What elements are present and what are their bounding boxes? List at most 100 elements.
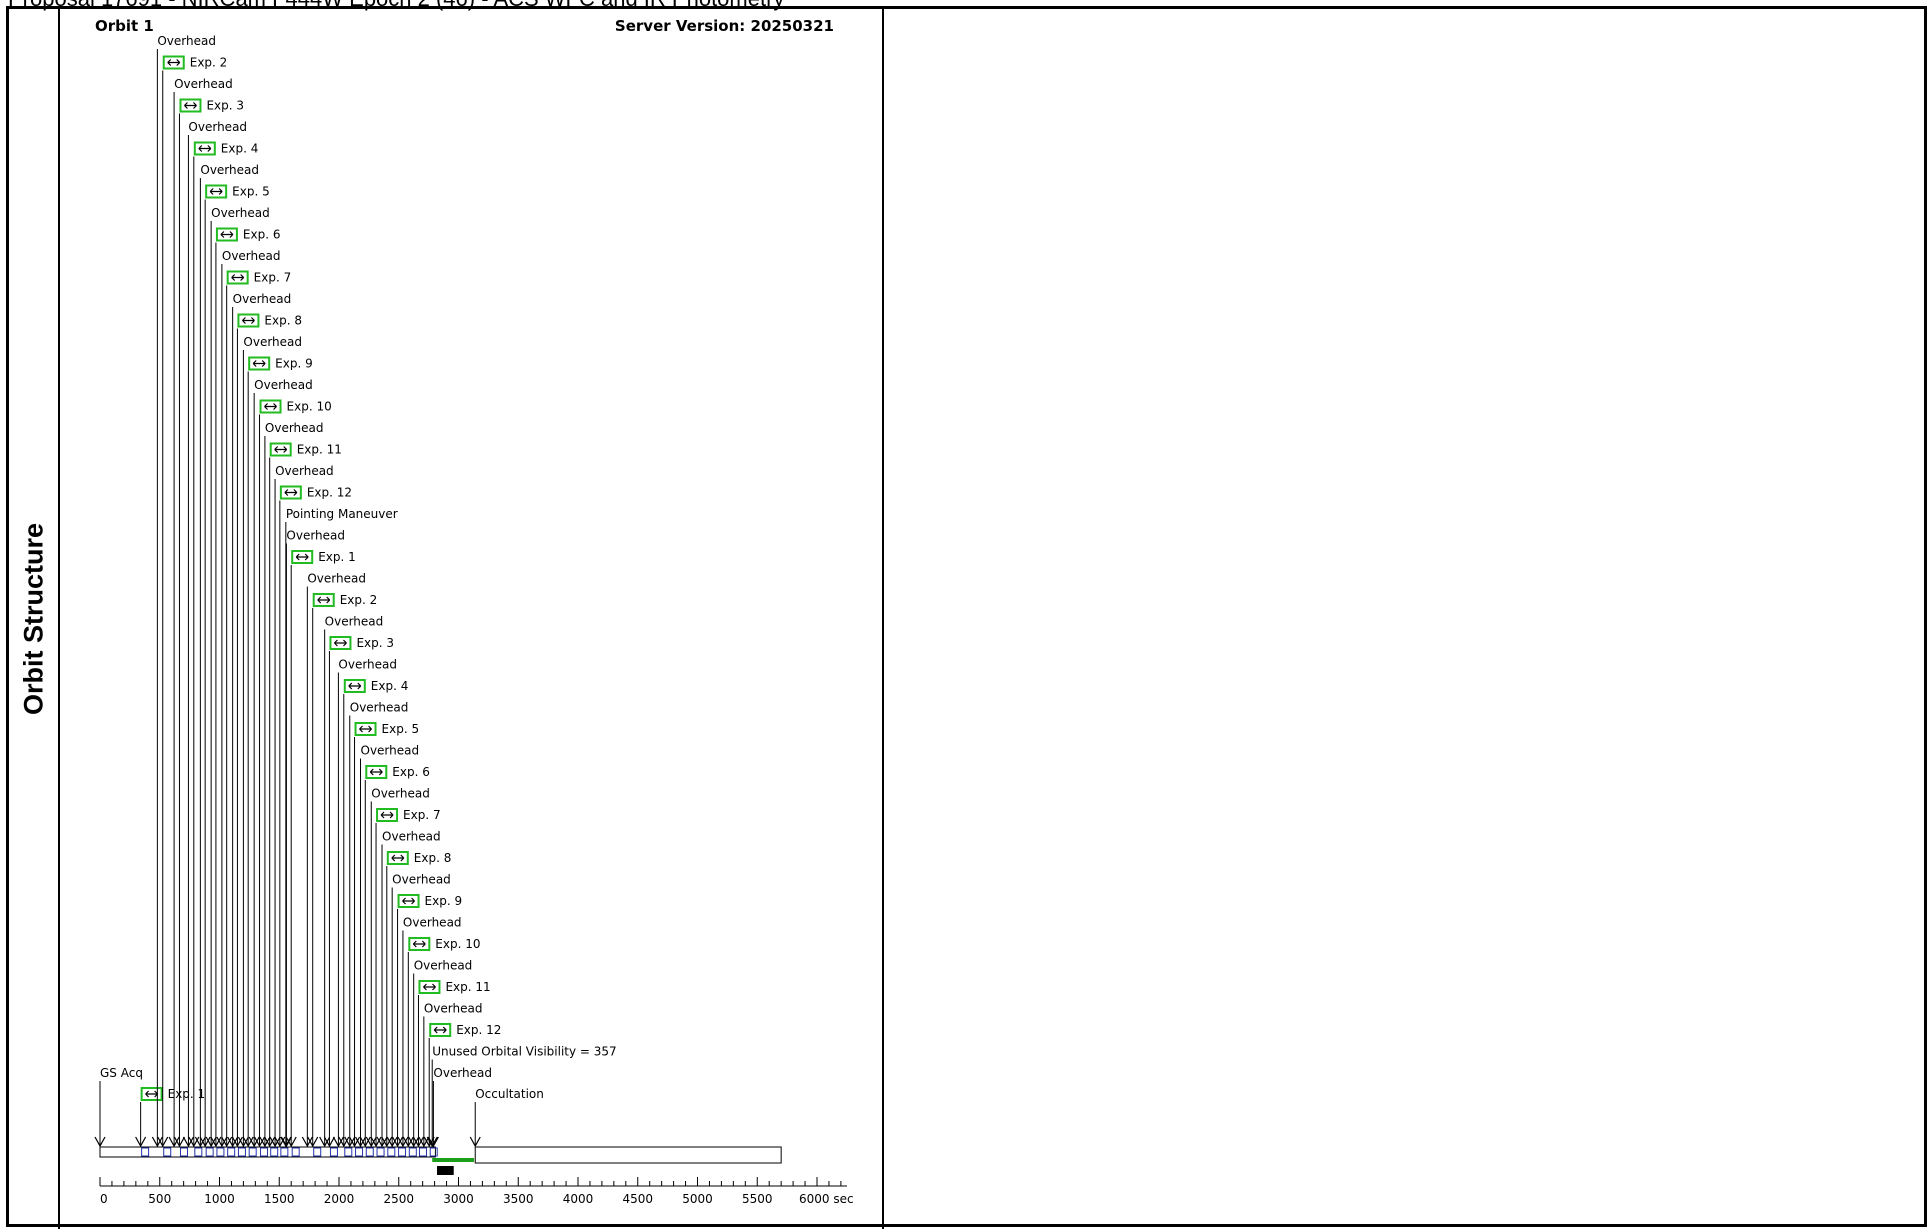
event-arrow <box>344 1136 356 1148</box>
event-label: Overhead <box>392 873 451 887</box>
double-arrow-icon <box>252 360 266 367</box>
event-label: Overhead <box>424 1002 483 1016</box>
event-arrow <box>248 1136 260 1148</box>
event-arrow <box>280 1136 292 1148</box>
double-arrow-icon <box>402 897 415 905</box>
event-label: Exp. 7 <box>403 808 441 822</box>
event-arrow <box>319 1136 331 1148</box>
sidebar: Orbit Structure <box>9 9 60 1229</box>
event-arrow <box>408 1136 420 1148</box>
event-arrow <box>135 1136 147 1148</box>
event-label: Exp. 12 <box>307 486 352 500</box>
event-label: Exp. 6 <box>392 765 430 779</box>
axis-tick-label: 1500 <box>264 1192 295 1206</box>
exposure-segment <box>163 1147 172 1157</box>
event-label: Exp. 9 <box>425 894 463 908</box>
axis-tick-label: 2500 <box>383 1192 414 1206</box>
event-label: Overhead <box>157 34 216 48</box>
double-arrow-icon <box>317 596 331 604</box>
event-label: Overhead <box>265 421 324 435</box>
double-arrow-icon <box>423 983 436 991</box>
event-arrow <box>242 1136 254 1148</box>
event-label: Exp. 11 <box>445 980 490 994</box>
exposure-segment <box>429 1147 438 1157</box>
event-arrow <box>370 1136 382 1148</box>
event-label: Overhead <box>275 464 334 478</box>
double-arrow-icon <box>242 317 255 324</box>
axis-tick-label: 3000 <box>443 1192 474 1206</box>
event-arrow <box>168 1136 180 1148</box>
orbit-title: Orbit 1 <box>95 17 154 35</box>
event-label: Exp. 10 <box>287 400 332 414</box>
event-label: Overhead <box>211 206 270 220</box>
event-arrow <box>269 1136 281 1148</box>
event-arrow <box>427 1136 439 1148</box>
double-arrow-icon <box>145 1090 159 1098</box>
event-label: Overhead <box>222 249 281 263</box>
event-arrow <box>151 1136 163 1148</box>
event-arrow <box>94 1136 106 1148</box>
event-label: Overhead <box>382 830 441 844</box>
exposure-segment <box>141 1147 150 1157</box>
event-label: Overhead <box>350 701 409 715</box>
axis-tick-label: 5500 <box>742 1192 773 1206</box>
double-arrow-icon <box>284 489 298 496</box>
event-arrow <box>412 1136 424 1148</box>
event-arrow <box>285 1136 297 1148</box>
event-label: GS Acq <box>100 1066 143 1080</box>
event-label: Exp. 3 <box>356 636 394 650</box>
axis-tick-label: 2000 <box>324 1192 355 1206</box>
event-arrow <box>173 1136 185 1148</box>
orbit-timeline-diagram: GS Acq Exp. 1 Overhead Exp. 2 Overhead Exp. 3… <box>94 34 854 1206</box>
double-arrow-icon <box>433 1026 447 1034</box>
event-label: Overhead <box>433 1066 492 1080</box>
main-frame <box>6 6 1927 1227</box>
double-arrow-icon <box>391 854 405 862</box>
exposure-segment <box>387 1147 396 1157</box>
visibility-marker <box>432 1158 475 1162</box>
axis-tick-label: 5000 <box>682 1192 713 1206</box>
event-arrow <box>205 1136 217 1148</box>
axis-tick-label: 3500 <box>503 1192 534 1206</box>
exposure-segment <box>227 1147 236 1157</box>
event-arrow <box>426 1136 438 1148</box>
exposure-segment <box>365 1147 374 1157</box>
event-arrow <box>182 1136 194 1148</box>
axis-tick-label: 500 <box>148 1192 171 1206</box>
event-label: Overhead <box>361 744 420 758</box>
exposure-segment <box>205 1147 214 1157</box>
event-label: Exp. 8 <box>264 314 302 328</box>
axis-tick-label: 6000 sec <box>799 1192 854 1206</box>
event-arrow <box>365 1136 377 1148</box>
exposure-segment <box>344 1147 353 1157</box>
event-label: Overhead <box>403 916 462 930</box>
event-label: Exp. 1 <box>168 1087 206 1101</box>
event-arrow <box>199 1136 211 1148</box>
exposure-segment <box>270 1147 279 1157</box>
details-panel <box>886 9 1924 1225</box>
event-label: Exp. 12 <box>456 1023 501 1037</box>
exposure-segment <box>408 1147 417 1157</box>
exposure-segment <box>237 1147 246 1157</box>
event-label: Exp. 9 <box>275 357 313 371</box>
event-label: Exp. 3 <box>206 99 244 113</box>
occultation-marker <box>436 1166 454 1175</box>
event-arrow <box>349 1136 361 1148</box>
event-arrow <box>402 1136 414 1148</box>
event-arrow <box>307 1136 319 1148</box>
event-label: Exp. 7 <box>254 271 292 285</box>
axis-tick-label: 1000 <box>204 1192 235 1206</box>
double-arrow-icon <box>184 102 197 109</box>
event-arrow <box>332 1136 344 1148</box>
sidebar-label: Orbit Structure <box>18 522 48 716</box>
event-arrow <box>157 1136 169 1148</box>
exposure-segment <box>260 1147 269 1157</box>
event-label: Overhead <box>233 292 292 306</box>
event-arrow <box>216 1136 228 1148</box>
event-arrow <box>254 1136 266 1148</box>
event-label: Exp. 4 <box>371 679 409 693</box>
event-arrow <box>301 1136 313 1148</box>
event-label: Overhead <box>188 120 247 134</box>
event-arrow <box>231 1136 243 1148</box>
exposure-segment <box>179 1147 188 1157</box>
